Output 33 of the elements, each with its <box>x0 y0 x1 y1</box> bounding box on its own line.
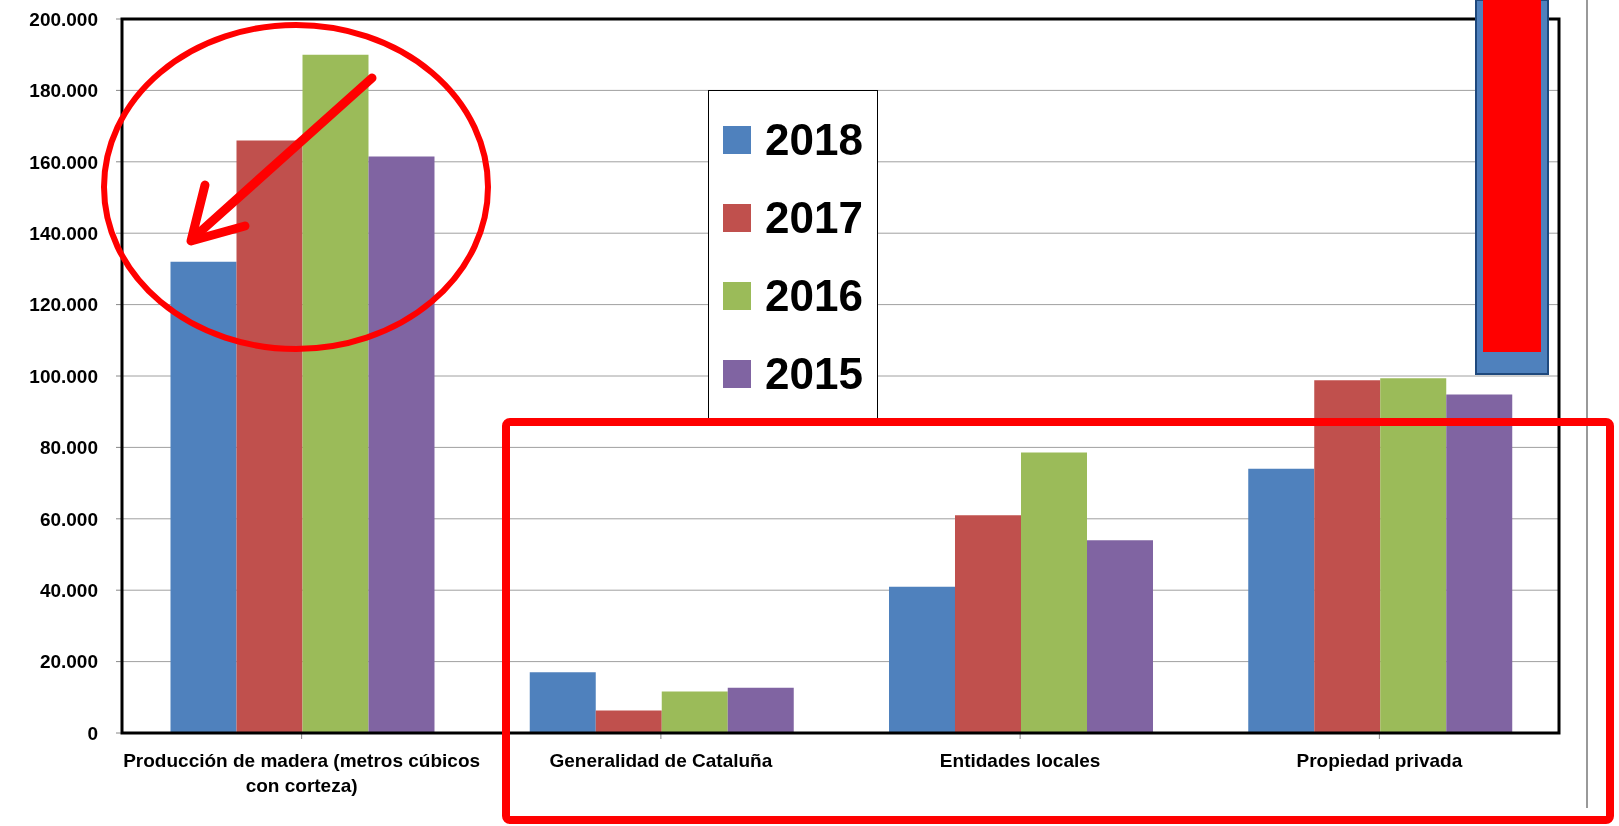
bar <box>1446 394 1513 733</box>
bar <box>368 156 435 733</box>
bar <box>1314 380 1381 733</box>
bar <box>170 261 237 733</box>
bar <box>1021 452 1087 733</box>
bar <box>955 515 1021 733</box>
y-tick-label: 120.000 <box>29 294 98 316</box>
y-tick-label: 200.000 <box>29 8 98 30</box>
y-tick-label: 80.000 <box>39 437 98 459</box>
bar <box>1248 468 1315 733</box>
bar <box>595 710 662 733</box>
y-tick-label: 60.000 <box>39 508 98 530</box>
legend-label: 2018 <box>765 115 863 165</box>
y-tick-label: 40.000 <box>39 579 98 601</box>
x-tick-label: Propiedad privada <box>1296 750 1463 771</box>
x-tick-label: Entidades locales <box>939 750 1101 771</box>
bar <box>1380 378 1447 733</box>
bar <box>889 586 955 733</box>
y-tick-label: 160.000 <box>29 151 98 173</box>
bar <box>661 691 728 733</box>
bar <box>1087 540 1153 733</box>
bar <box>727 687 794 733</box>
legend-label: 2016 <box>765 271 863 321</box>
y-tick-label: 140.000 <box>29 222 98 244</box>
x-tick-label: Generalidad de Cataluña <box>549 750 773 771</box>
y-tick-label: 180.000 <box>29 80 98 102</box>
legend-label: 2017 <box>765 193 863 243</box>
y-tick-label: 0 <box>87 722 98 744</box>
x-tick-label: Producción de madera (metros cúbicos con corteza) <box>123 750 481 796</box>
bar <box>529 672 596 733</box>
y-tick-label: 100.000 <box>29 365 98 387</box>
legend-label: 2015 <box>765 349 863 399</box>
y-tick-label: 20.000 <box>39 651 98 673</box>
